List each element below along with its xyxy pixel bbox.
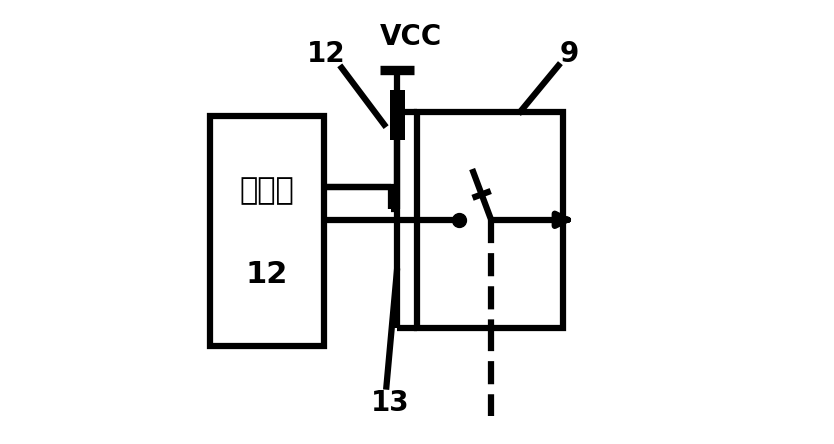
Bar [389, 90, 404, 140]
Text: 12: 12 [307, 40, 346, 68]
Text: 控制器: 控制器 [239, 177, 294, 206]
Text: 13: 13 [371, 389, 409, 417]
Bar [417, 112, 563, 328]
Bar [209, 116, 324, 345]
Text: 9: 9 [560, 40, 579, 68]
Text: 12: 12 [246, 261, 289, 289]
Text: VCC: VCC [380, 23, 442, 51]
